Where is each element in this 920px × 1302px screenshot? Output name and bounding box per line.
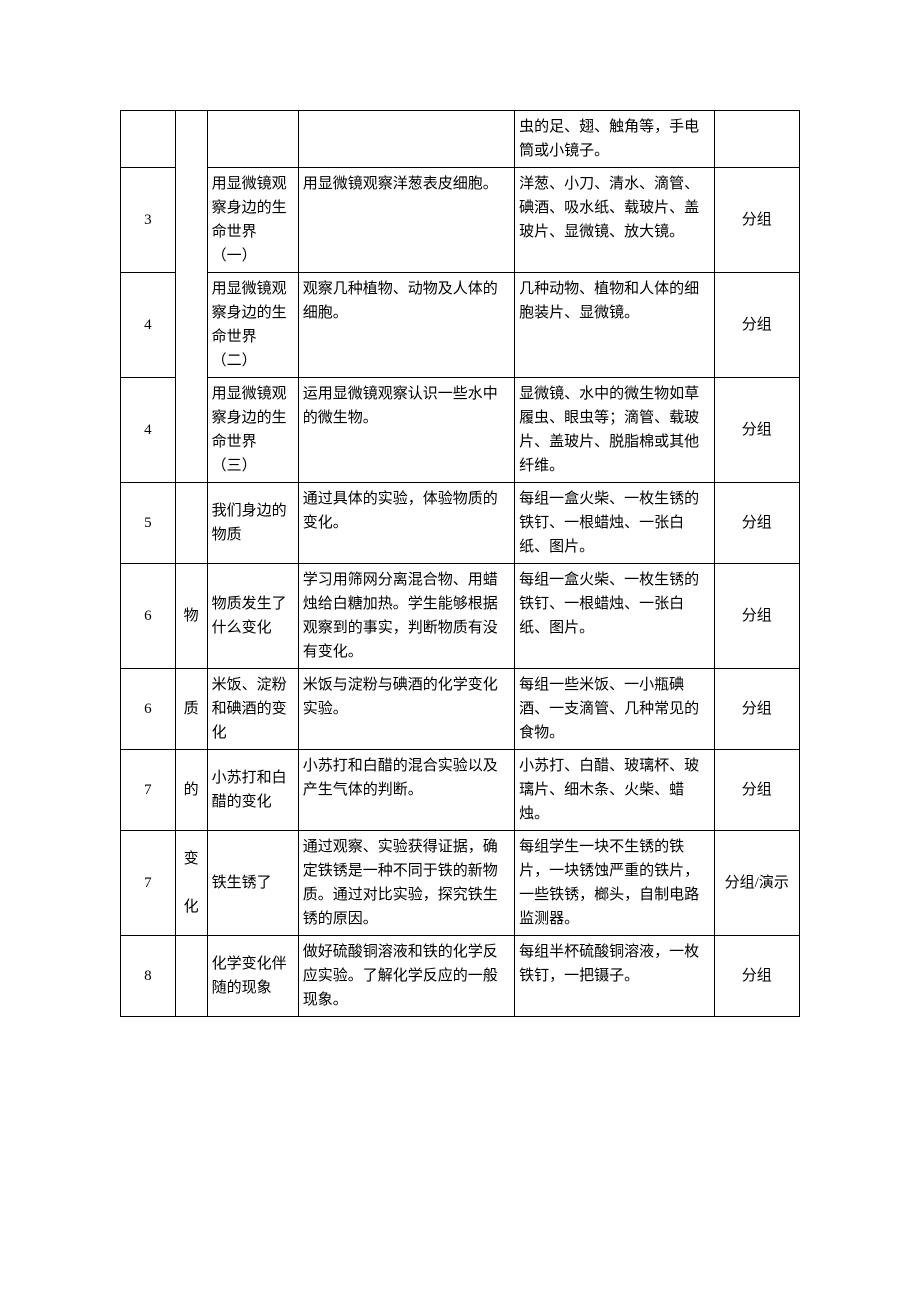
title-cell: 化学变化伴随的现象 (207, 936, 298, 1017)
desc-cell: 米饭与淀粉与碘酒的化学变化实验。 (298, 669, 514, 750)
type-cell: 分组 (714, 168, 799, 273)
materials-cell: 每组一盒火柴、一枚生锈的铁钉、一根蜡烛、一张白纸、图片。 (515, 483, 714, 564)
type-cell: 分组 (714, 273, 799, 378)
title-cell: 物质发生了什么变化 (207, 564, 298, 669)
unit-char: 变 (178, 847, 205, 871)
unit-cell (175, 936, 207, 1017)
type-cell: 分组 (714, 750, 799, 831)
title-cell: 铁生锈了 (207, 831, 298, 936)
week-cell: 8 (121, 936, 176, 1017)
materials-cell: 几种动物、植物和人体的细胞装片、显微镜。 (515, 273, 714, 378)
unit-cell: 物 (175, 564, 207, 669)
week-cell: 7 (121, 831, 176, 936)
title-cell: 我们身边的物质 (207, 483, 298, 564)
title-cell: 用显微镜观察身边的生命世界（三） (207, 378, 298, 483)
unit-cell (175, 483, 207, 564)
week-cell (121, 111, 176, 168)
unit-char: 化 (178, 895, 205, 919)
materials-cell: 小苏打、白醋、玻璃杯、玻璃片、细木条、火柴、蜡烛。 (515, 750, 714, 831)
table-row: 4 用显微镜观察身边的生命世界（二） 观察几种植物、动物及人体的细胞。 几种动物… (121, 273, 800, 378)
title-cell: 米饭、淀粉和碘酒的变化 (207, 669, 298, 750)
type-cell: 分组 (714, 483, 799, 564)
type-cell: 分组/演示 (714, 831, 799, 936)
week-cell: 5 (121, 483, 176, 564)
table-row: 7 变 化 铁生锈了 通过观察、实验获得证据，确定铁锈是一种不同于铁的新物质。通… (121, 831, 800, 936)
table-row: 3 用显微镜观察身边的生命世界（一） 用显微镜观察洋葱表皮细胞。 洋葱、小刀、清… (121, 168, 800, 273)
type-cell (714, 111, 799, 168)
materials-cell: 显微镜、水中的微生物如草履虫、眼虫等；滴管、载玻片、盖玻片、脱脂棉或其他纤维。 (515, 378, 714, 483)
materials-cell: 每组半杯硫酸铜溶液，一枚铁钉，一把镊子。 (515, 936, 714, 1017)
desc-cell: 学习用筛网分离混合物、用蜡烛给白糖加热。学生能够根据观察到的事实，判断物质有没有… (298, 564, 514, 669)
title-cell: 小苏打和白醋的变化 (207, 750, 298, 831)
desc-cell: 观察几种植物、动物及人体的细胞。 (298, 273, 514, 378)
desc-cell: 通过具体的实验，体验物质的变化。 (298, 483, 514, 564)
title-cell: 用显微镜观察身边的生命世界（二） (207, 273, 298, 378)
type-cell: 分组 (714, 669, 799, 750)
table-row: 虫的足、翅、触角等，手电筒或小镜子。 (121, 111, 800, 168)
week-cell: 6 (121, 669, 176, 750)
desc-cell: 通过观察、实验获得证据，确定铁锈是一种不同于铁的新物质。通过对比实验，探究铁生锈… (298, 831, 514, 936)
week-cell: 3 (121, 168, 176, 273)
table-row: 8 化学变化伴随的现象 做好硫酸铜溶液和铁的化学反应实验。了解化学反应的一般现象… (121, 936, 800, 1017)
desc-cell: 做好硫酸铜溶液和铁的化学反应实验。了解化学反应的一般现象。 (298, 936, 514, 1017)
week-cell: 7 (121, 750, 176, 831)
unit-cell: 变 化 (175, 831, 207, 936)
desc-cell (298, 111, 514, 168)
week-cell: 4 (121, 378, 176, 483)
type-cell: 分组 (714, 936, 799, 1017)
week-cell: 6 (121, 564, 176, 669)
materials-cell: 每组一些米饭、一小瓶碘酒、一支滴管、几种常见的食物。 (515, 669, 714, 750)
materials-cell: 洋葱、小刀、清水、滴管、碘酒、吸水纸、载玻片、盖玻片、显微镜、放大镜。 (515, 168, 714, 273)
table-row: 4 用显微镜观察身边的生命世界（三） 运用显微镜观察认识一些水中的微生物。 显微… (121, 378, 800, 483)
week-cell: 4 (121, 273, 176, 378)
desc-cell: 用显微镜观察洋葱表皮细胞。 (298, 168, 514, 273)
materials-cell: 每组一盒火柴、一枚生锈的铁钉、一根蜡烛、一张白纸、图片。 (515, 564, 714, 669)
materials-cell: 每组学生一块不生锈的铁片，一块锈蚀严重的铁片，一些铁锈，榔头，自制电路监测器。 (515, 831, 714, 936)
table-row: 7 的 小苏打和白醋的变化 小苏打和白醋的混合实验以及产生气体的判断。 小苏打、… (121, 750, 800, 831)
unit-cell: 质 (175, 669, 207, 750)
materials-cell: 虫的足、翅、触角等，手电筒或小镜子。 (515, 111, 714, 168)
experiment-schedule-table: 虫的足、翅、触角等，手电筒或小镜子。 3 用显微镜观察身边的生命世界（一） 用显… (120, 110, 800, 1017)
table-row: 5 我们身边的物质 通过具体的实验，体验物质的变化。 每组一盒火柴、一枚生锈的铁… (121, 483, 800, 564)
table-row: 6 质 米饭、淀粉和碘酒的变化 米饭与淀粉与碘酒的化学变化实验。 每组一些米饭、… (121, 669, 800, 750)
unit-cell (175, 111, 207, 483)
title-cell (207, 111, 298, 168)
table-row: 6 物 物质发生了什么变化 学习用筛网分离混合物、用蜡烛给白糖加热。学生能够根据… (121, 564, 800, 669)
type-cell: 分组 (714, 564, 799, 669)
type-cell: 分组 (714, 378, 799, 483)
desc-cell: 运用显微镜观察认识一些水中的微生物。 (298, 378, 514, 483)
desc-cell: 小苏打和白醋的混合实验以及产生气体的判断。 (298, 750, 514, 831)
unit-cell: 的 (175, 750, 207, 831)
title-cell: 用显微镜观察身边的生命世界（一） (207, 168, 298, 273)
